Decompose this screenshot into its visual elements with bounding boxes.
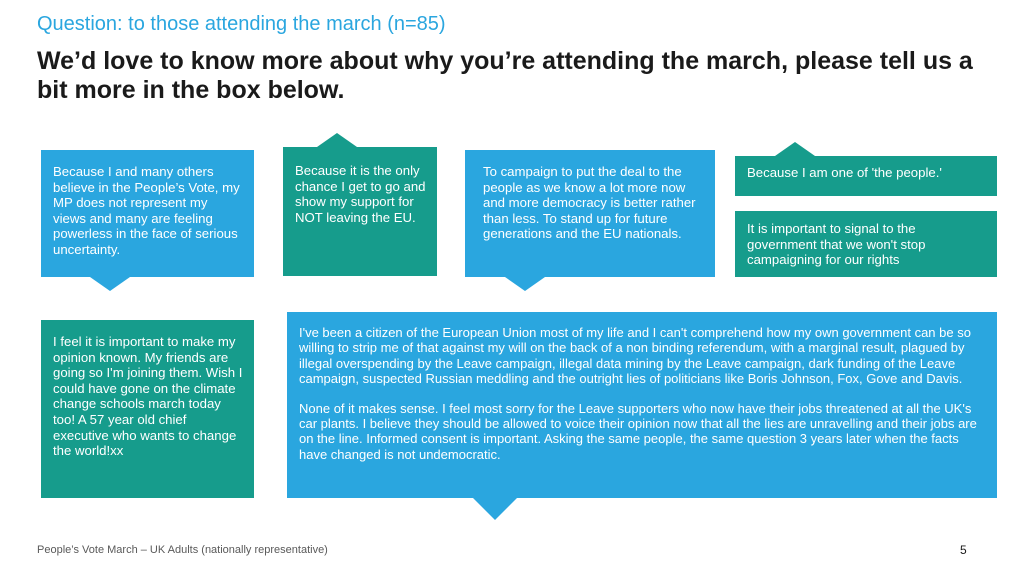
response-bubble-1: Because I and many others believe in the… <box>41 150 254 277</box>
callout-pointer-4 <box>775 142 815 156</box>
response-text-6: I feel it is important to make my opinio… <box>53 334 243 459</box>
callout-pointer-1 <box>90 277 130 291</box>
slide-title: We’d love to know more about why you’re … <box>37 47 973 104</box>
callout-pointer-long <box>473 498 517 520</box>
response-text-1: Because I and many others believe in the… <box>53 164 240 257</box>
response-bubble-long: I've been a citizen of the European Unio… <box>287 312 997 498</box>
response-bubble-5: It is important to signal to the governm… <box>735 211 997 277</box>
response-bubble-4: Because I am one of 'the people.' <box>735 156 997 196</box>
footer-source: People’s Vote March – UK Adults (nationa… <box>37 544 328 556</box>
response-text-4: Because I am one of 'the people.' <box>747 165 942 180</box>
page-number: 5 <box>960 543 967 557</box>
long-response-paragraph-1: I've been a citizen of the European Unio… <box>299 325 971 387</box>
response-text-5: It is important to signal to the governm… <box>747 221 926 268</box>
response-text-2: Because it is the only chance I get to g… <box>295 163 426 225</box>
response-text-3: To campaign to put the deal to the peopl… <box>483 164 696 242</box>
callout-pointer-3 <box>505 277 545 291</box>
response-bubble-6: I feel it is important to make my opinio… <box>41 320 254 498</box>
response-bubble-2: Because it is the only chance I get to g… <box>283 147 437 276</box>
question-heading: Question: to those attending the march (… <box>37 13 446 35</box>
response-bubble-3: To campaign to put the deal to the peopl… <box>465 150 715 277</box>
callout-pointer-2 <box>317 133 357 147</box>
long-response-paragraph-2: None of it makes sense. I feel most sorr… <box>299 400 977 462</box>
